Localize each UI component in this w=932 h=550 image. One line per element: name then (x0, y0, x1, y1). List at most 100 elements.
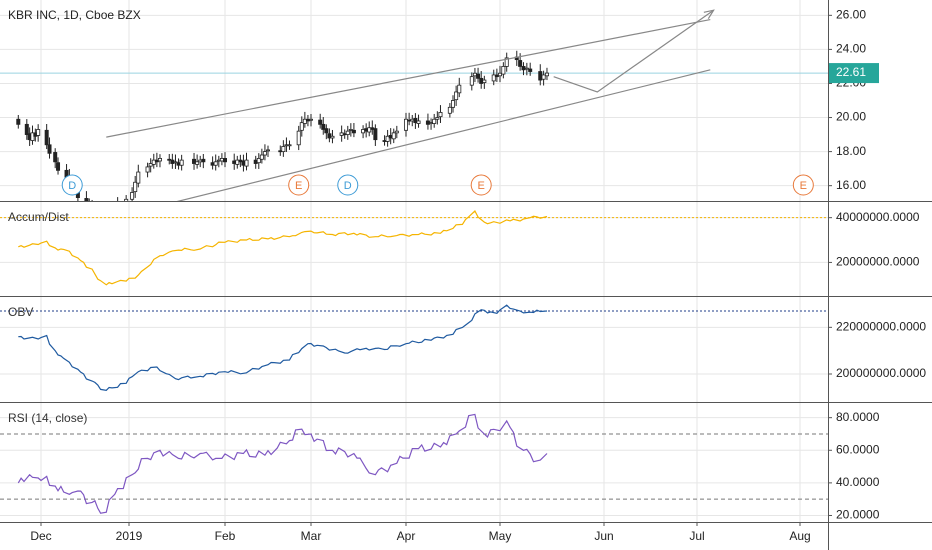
candle-body (518, 60, 523, 67)
x-tick-label-jul: Jul (689, 529, 704, 543)
obv-pane-label: OBV (8, 305, 34, 319)
candle-2019-05-06 (514, 50, 519, 66)
candle-body (84, 198, 89, 201)
price-ytick-label-4: 18.00 (836, 144, 866, 158)
candle-2018-12-31 (124, 195, 129, 201)
candle-2019-05-03 (504, 52, 509, 72)
x-tick-label-aug: Aug (789, 529, 810, 543)
candle-2019-04-03 (410, 114, 415, 127)
event-circle (470, 174, 492, 196)
candle-2018-12-17 (84, 191, 89, 201)
candle-body (244, 159, 249, 167)
candle-body (497, 72, 502, 77)
candle-2019-03-04 (318, 113, 323, 129)
price-ytick-label-1: 24.00 (836, 42, 866, 56)
candle-body (16, 118, 21, 125)
rsi-ytick-label-3: 20.0000 (836, 508, 880, 522)
event-label: E (295, 180, 302, 192)
candle-body (407, 119, 412, 122)
candle-2018-11-23 (16, 114, 21, 129)
candle-body (130, 192, 135, 200)
candle-body (479, 77, 484, 84)
obv-ytick-label-1: 200000000.0000 (836, 366, 926, 380)
candle-body (116, 204, 119, 208)
candle-body (302, 118, 307, 124)
candle-2019-03-06 (324, 124, 329, 140)
candle-2019-01-11 (157, 154, 162, 168)
candle-body (447, 106, 452, 114)
candle-body (476, 73, 481, 79)
candle-body (36, 129, 41, 136)
candle-2019-05-15 (544, 67, 549, 81)
x-tick-label-jun: Jun (594, 529, 613, 543)
candle-2019-04-10 (432, 113, 437, 128)
rsi-ytick-label-1: 60.0000 (836, 442, 880, 456)
candle-2019-04-26 (482, 75, 487, 89)
candle-body (308, 118, 313, 121)
candle-body (435, 117, 440, 120)
event-marker-dividend-0[interactable]: D (61, 174, 83, 196)
projection-arrowhead (703, 9, 715, 20)
candle-body (391, 132, 396, 140)
candle-2019-04-12 (438, 105, 443, 123)
obv-ytick-label-0: 220000000.0000 (836, 320, 926, 334)
candle-body (345, 130, 350, 135)
candle-2019-04-11 (435, 111, 440, 125)
candle-2019-04-17 (454, 85, 459, 106)
candle-2018-12-24 (105, 213, 108, 230)
candle-2019-02-01 (222, 152, 227, 168)
event-marker-earnings-1[interactable]: E (288, 174, 310, 196)
event-circle (337, 174, 359, 196)
candle-body (327, 133, 332, 139)
candle-body (544, 72, 549, 77)
candle-2019-05-13 (538, 64, 543, 86)
candle-body (367, 127, 372, 133)
candle-body (457, 84, 462, 94)
candle-2019-02-26 (299, 116, 304, 137)
candle-body (351, 129, 356, 134)
candle-2018-12-26 (110, 209, 113, 228)
x-tick-label-feb: Feb (215, 529, 236, 543)
candle-2019-04-25 (479, 71, 484, 89)
candle-2019-02-22 (287, 140, 292, 150)
candle-body (416, 120, 421, 124)
candle-body (501, 66, 506, 75)
candle-body (469, 76, 474, 86)
candle-2018-12-06 (53, 148, 58, 169)
x-tick-label-may: May (489, 529, 512, 543)
candle-2018-12-21 (96, 207, 99, 223)
candle-body (425, 120, 430, 125)
candle-2019-02-14 (262, 144, 267, 161)
candle-body (432, 118, 437, 124)
candle-body (524, 67, 529, 70)
candle-2018-12-03 (44, 124, 49, 150)
candle-2019-02-15 (265, 145, 270, 158)
candle-2019-05-10 (528, 62, 533, 76)
candle-body (394, 130, 399, 134)
candle-body (56, 162, 61, 171)
candle-2019-03-20 (367, 121, 372, 137)
event-marker-earnings-4[interactable]: E (792, 174, 814, 196)
candle-body (44, 129, 49, 146)
candle-2019-04-08 (425, 113, 430, 130)
candle-2019-03-08 (330, 129, 335, 144)
rsi-series-line (17, 413, 548, 514)
candle-body (528, 68, 533, 72)
candle-2019-02-25 (296, 125, 301, 151)
event-marker-earnings-3[interactable]: E (470, 174, 492, 196)
event-marker-dividend-2[interactable]: D (337, 174, 359, 196)
x-tick-label-dec: Dec (30, 529, 51, 543)
candle-body (494, 74, 499, 78)
ad-ytick-label-1: 20000000.0000 (836, 255, 920, 269)
candle-body (413, 117, 418, 124)
candle-2019-04-24 (476, 67, 481, 83)
candle-2018-11-28 (30, 125, 35, 145)
candle-body (88, 203, 91, 206)
candle-body (53, 152, 58, 163)
candle-2019-05-02 (501, 62, 506, 79)
candle-body (318, 119, 323, 125)
candle-body (472, 72, 477, 77)
candle-body (296, 130, 301, 146)
